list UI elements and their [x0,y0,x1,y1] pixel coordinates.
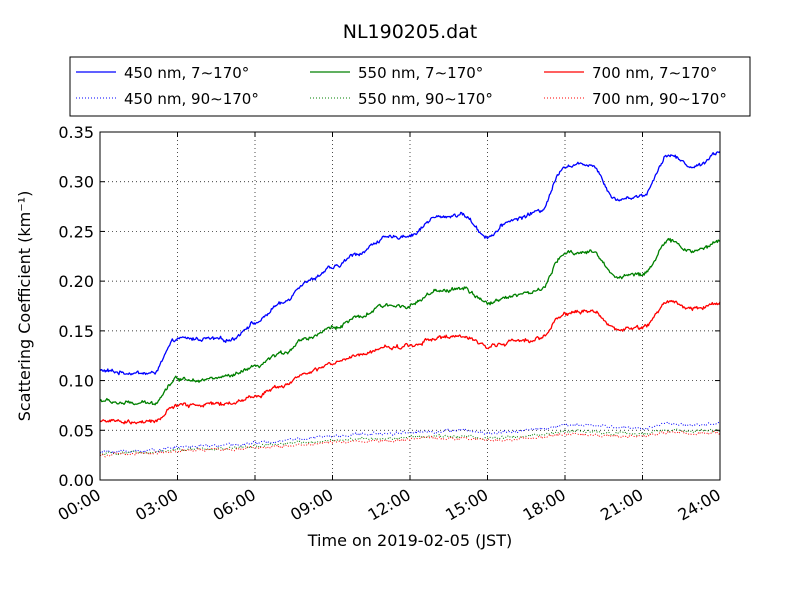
x-axis-label: Time on 2019-02-05 (JST) [307,531,512,550]
y-tick-label: 0.30 [58,173,94,192]
series-line-1 [99,150,721,376]
legend-label: 700 nm, 7∼170° [592,64,717,82]
grid [100,132,720,480]
series-line-2 [99,421,721,455]
y-tick-label: 0.35 [58,123,94,142]
y-tick-label: 0.05 [58,421,94,440]
y-axis-label: Scattering Coefficient (km⁻¹) [15,191,34,422]
legend-label: 550 nm, 7∼170° [358,64,483,82]
legend-label: 450 nm, 90∼170° [124,90,259,108]
y-tick-label: 0.20 [58,272,94,291]
series-layer [99,150,721,458]
legend-box [69,56,751,117]
legend-label: 550 nm, 90∼170° [358,90,493,108]
series-line-3 [99,237,721,406]
chart-title: NL190205.dat [343,21,478,43]
y-tick-label: 0.25 [58,222,94,241]
legend-label: 700 nm, 90∼170° [592,90,727,108]
legend-label: 450 nm, 7∼170° [124,64,249,82]
series-line-5 [99,299,721,425]
legend: 450 nm, 7∼170° 450 nm, 90∼170° 550 nm, 7∼1… [69,56,751,117]
y-tick-label: 0.15 [58,322,94,341]
y-tick-label: 0.00 [58,471,94,490]
y-tick-label: 0.10 [58,372,94,391]
